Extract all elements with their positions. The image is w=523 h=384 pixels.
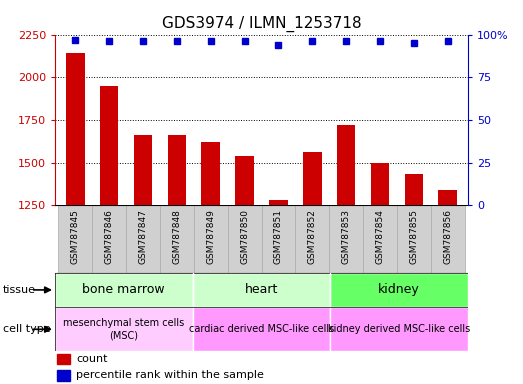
Bar (235, 156, 254, 384)
Bar (331, 307, 468, 351)
Text: GSM787845: GSM787845 (71, 209, 79, 264)
Text: GSM787855: GSM787855 (410, 209, 418, 264)
Bar (303, 152, 322, 384)
Bar (269, 200, 288, 384)
Text: kidney: kidney (378, 283, 420, 296)
Bar (363, 205, 397, 273)
Bar (397, 205, 431, 273)
Bar (160, 205, 194, 273)
Bar (262, 205, 295, 273)
Bar (228, 205, 262, 273)
Bar (134, 136, 152, 384)
Text: GSM787852: GSM787852 (308, 209, 317, 264)
Bar (295, 205, 329, 273)
Bar (371, 163, 389, 384)
Text: GSM787849: GSM787849 (206, 209, 215, 264)
Bar (192, 307, 331, 351)
Bar (55, 307, 192, 351)
Bar (337, 125, 356, 384)
Bar (192, 273, 331, 307)
Text: GSM787856: GSM787856 (444, 209, 452, 264)
Text: GSM787851: GSM787851 (274, 209, 283, 264)
Text: GSM787846: GSM787846 (105, 209, 113, 264)
Bar (58, 205, 92, 273)
Bar (329, 205, 363, 273)
Bar (57, 370, 70, 381)
Bar (194, 205, 228, 273)
Text: percentile rank within the sample: percentile rank within the sample (76, 370, 264, 380)
Bar (57, 354, 70, 364)
Text: mesenchymal stem cells
(MSC): mesenchymal stem cells (MSC) (63, 318, 185, 340)
Bar (431, 205, 465, 273)
Text: GSM787854: GSM787854 (376, 209, 384, 264)
Bar (126, 205, 160, 273)
Text: GSM787853: GSM787853 (342, 209, 350, 264)
Bar (438, 190, 457, 384)
Text: cell type: cell type (3, 324, 50, 334)
Bar (55, 273, 192, 307)
Text: count: count (76, 354, 108, 364)
Bar (167, 134, 186, 384)
Text: kidney derived MSC-like cells: kidney derived MSC-like cells (328, 324, 470, 334)
Text: cardiac derived MSC-like cells: cardiac derived MSC-like cells (189, 324, 334, 334)
Bar (66, 53, 85, 384)
Text: tissue: tissue (3, 285, 36, 295)
Bar (331, 273, 468, 307)
Bar (201, 142, 220, 384)
Text: GSM787850: GSM787850 (240, 209, 249, 264)
Bar (405, 174, 423, 384)
Title: GDS3974 / ILMN_1253718: GDS3974 / ILMN_1253718 (162, 16, 361, 32)
Text: bone marrow: bone marrow (83, 283, 165, 296)
Text: GSM787847: GSM787847 (139, 209, 147, 264)
Text: GSM787848: GSM787848 (173, 209, 181, 264)
Bar (92, 205, 126, 273)
Bar (100, 86, 118, 384)
Text: heart: heart (245, 283, 278, 296)
